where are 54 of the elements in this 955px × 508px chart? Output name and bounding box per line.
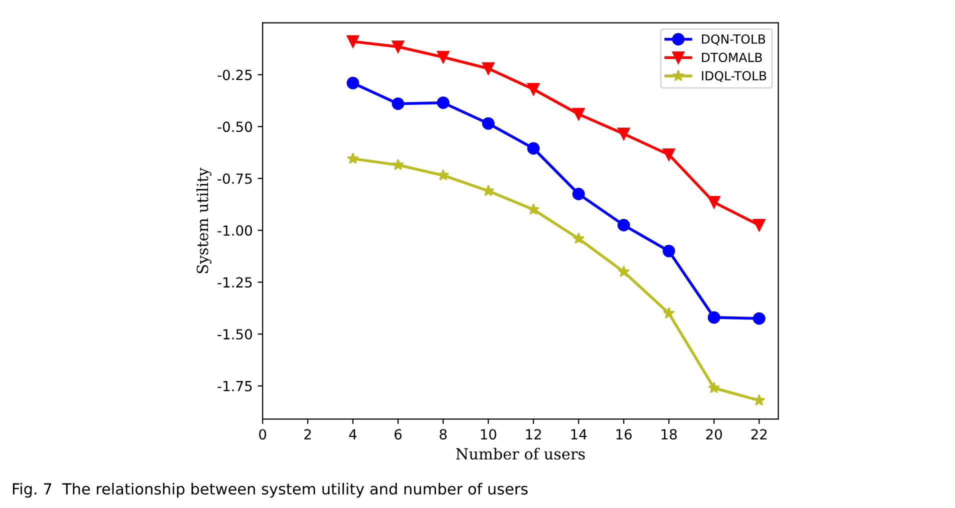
point: [617, 128, 630, 140]
legend-label: DQN-TOLB: [702, 34, 766, 46]
legend-label: DTOMALB: [702, 52, 762, 62]
y-tick-label: -1.50: [218, 329, 252, 340]
point: [482, 184, 494, 196]
y-axis-title: System utility: [196, 168, 212, 274]
x-tick-label: 10: [481, 429, 496, 440]
point: [436, 96, 450, 109]
y-tick-label: -1.25: [218, 277, 252, 288]
point: [527, 82, 540, 96]
point: [662, 244, 676, 258]
point: [752, 218, 766, 232]
point: [482, 62, 495, 75]
point: [752, 312, 766, 325]
x-tick-label: 20: [706, 429, 722, 440]
x-tick-label: 12: [526, 429, 541, 440]
x-tick-label: 18: [662, 429, 677, 440]
x-tick-label: 14: [571, 429, 587, 440]
legend-label: IDQL-TOLB: [702, 71, 766, 82]
point: [662, 148, 676, 161]
point: [346, 35, 360, 48]
x-tick-label: 4: [349, 429, 357, 440]
point: [662, 307, 675, 318]
point: [482, 117, 495, 130]
point: [572, 188, 585, 200]
point: [618, 266, 630, 277]
point: [572, 108, 585, 120]
point: [346, 152, 359, 164]
y-tick-label: -1.75: [218, 381, 252, 392]
point: [527, 203, 540, 215]
x-tick-label: 8: [440, 429, 447, 440]
point: [527, 142, 540, 155]
x-tick-label: 2: [304, 429, 311, 440]
point: [392, 40, 404, 53]
point: [617, 218, 630, 232]
point: [392, 158, 404, 170]
x-tick-label: 6: [394, 429, 402, 440]
x-tick-label: 16: [616, 429, 632, 440]
y-tick-label: -1.00: [218, 225, 252, 236]
point: [708, 196, 720, 209]
caption: Fig. 7 The relationship between system utility and number of users: [12, 482, 528, 498]
point: [437, 169, 450, 181]
point: [708, 311, 720, 324]
y-tick-label: -0.75: [218, 173, 252, 184]
x-tick-label: 22: [751, 429, 767, 440]
point: [436, 50, 450, 64]
y-tick-label: -0.50: [218, 122, 252, 132]
point: [346, 76, 360, 90]
point: [708, 382, 720, 394]
x-tick-label: 0: [259, 429, 266, 440]
point: [572, 232, 585, 244]
x-axis-title: Number of users: [456, 448, 585, 460]
y-tick-label: -0.25: [218, 70, 252, 80]
point: [392, 98, 404, 110]
